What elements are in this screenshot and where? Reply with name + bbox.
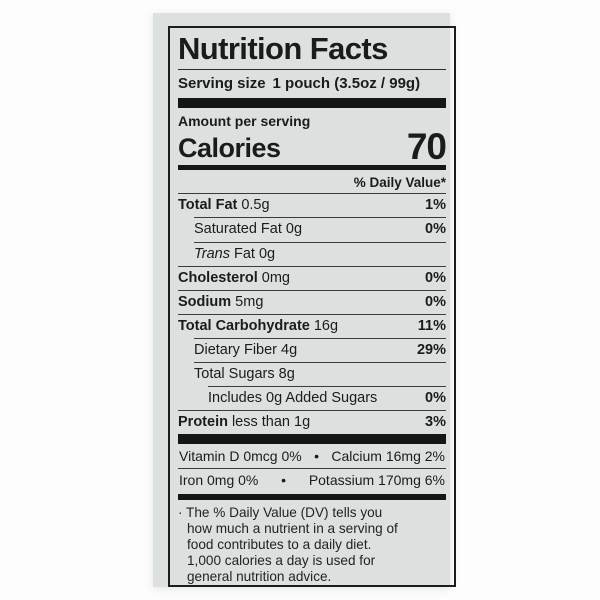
nutrition-facts-title: Nutrition Facts — [178, 32, 446, 71]
nutrient-row-total-fat: Total Fat 0.5g 1% — [178, 193, 446, 217]
calories-row: Calories 70 — [178, 125, 447, 167]
dv-added-sugars: 0% — [425, 390, 446, 407]
nutrient-row-trans-fat: Trans Fat 0g — [178, 241, 446, 266]
serving-size-row: Serving size 1 pouch (3.5oz / 99g) — [178, 70, 446, 98]
micronutrient-row-iron-potassium: Iron 0mg 0% • Potassium 170mg 6% — [178, 468, 446, 492]
nutrient-row-saturated-fat: Saturated Fat 0g 0% — [178, 217, 446, 241]
thick-divider-top — [178, 98, 446, 109]
dv-saturated-fat: 0% — [425, 221, 446, 238]
nutrition-label-border-box: Nutrition Facts Serving size 1 pouch (3.5… — [168, 26, 456, 587]
medium-divider-footnote — [178, 494, 446, 501]
nutrient-row-added-sugars: Includes 0g Added Sugars 0% — [178, 386, 446, 410]
amount-per-serving-label: Amount per serving — [178, 113, 311, 130]
vitamin-d-value: Vitamin D 0mcg 0% — [179, 448, 302, 465]
nutrient-row-dietary-fiber: Dietary Fiber 4g 29% — [178, 338, 446, 362]
calcium-value: Calcium 16mg 2% — [331, 448, 445, 465]
dv-protein: 3% — [425, 414, 446, 431]
calories-label: Calories — [178, 133, 281, 164]
daily-value-header: % Daily Value* — [353, 175, 446, 191]
medium-divider-calories — [178, 165, 446, 171]
nutrient-row-sodium: Sodium 5mg 0% — [178, 289, 446, 314]
nutrient-row-total-sugars: Total Sugars 8g — [178, 362, 446, 386]
dv-dietary-fiber: 29% — [416, 342, 446, 359]
iron-value: Iron 0mg 0% — [179, 472, 259, 489]
dv-total-carbohydrate: 11% — [417, 317, 446, 334]
nutrient-row-protein: Protein less than 1g 3% — [178, 410, 446, 434]
nutrition-label: Nutrition Facts Serving size 1 pouch (3.5… — [153, 13, 456, 587]
daily-value-footnote: · The % Daily Value (DV) tells you how m… — [178, 505, 398, 585]
thick-divider-protein — [178, 434, 446, 445]
bullet-separator: • — [314, 448, 319, 465]
bullet-separator: • — [281, 472, 287, 489]
dv-cholesterol: 0% — [425, 269, 446, 286]
serving-size-label: Serving size — [178, 75, 266, 93]
micronutrient-row-vitamin-d-calcium: Vitamin D 0mcg 0% • Calcium 16mg 2% — [178, 444, 446, 468]
nutrient-row-total-carbohydrate: Total Carbohydrate 16g 11% — [178, 313, 446, 338]
dv-sodium: 0% — [425, 293, 446, 310]
nutrient-row-cholesterol: Cholesterol 0mg 0% — [178, 265, 446, 290]
potassium-value: Potassium 170mg 6% — [308, 472, 445, 489]
calories-value: 70 — [406, 125, 447, 167]
dv-total-fat: 1% — [425, 197, 446, 214]
serving-size-value: 1 pouch (3.5oz / 99g) — [272, 75, 421, 93]
